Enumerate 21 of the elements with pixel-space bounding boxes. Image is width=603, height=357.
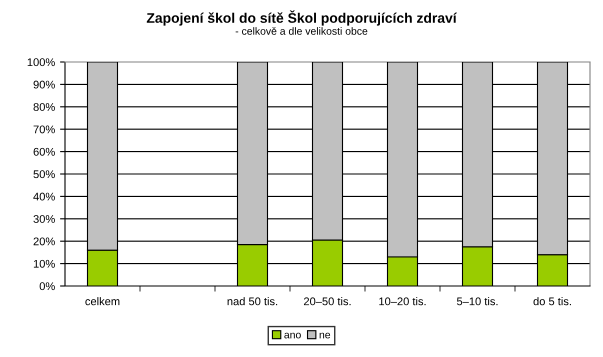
- x-tick-label: 5–10 tis.: [456, 297, 498, 306]
- y-tick-label: 30%: [33, 215, 55, 223]
- y-tick-label: 10%: [34, 260, 55, 268]
- y-tick-label: 0%: [40, 282, 55, 290]
- chart-title: Zapojení škol do sítě Škol podporujících zdraví: [146, 10, 458, 26]
- x-tick-label: 20–50 tis.: [304, 297, 351, 306]
- y-tick-label: 100%: [28, 58, 55, 66]
- y-tick-label: 80%: [34, 103, 55, 111]
- x-tick-label: celkem: [85, 297, 120, 306]
- y-tick-label: 20%: [34, 237, 55, 246]
- x-tick-label: 10–20 tis.: [379, 297, 426, 306]
- x-tick-label: nad 50 tis.: [228, 297, 278, 306]
- y-tick-label: 40%: [33, 192, 55, 201]
- x-tick-label: do 5 tis.: [534, 297, 571, 306]
- legend-label: ano: [284, 332, 301, 338]
- legend-label: ne: [320, 332, 330, 338]
- y-tick-label: 70%: [34, 125, 55, 134]
- y-tick-label: 90%: [34, 80, 55, 89]
- y-tick-label: 50%: [33, 170, 55, 178]
- chart-subtitle: - celkově a dle velikosti obce: [236, 27, 368, 35]
- y-tick-label: 60%: [34, 148, 55, 156]
